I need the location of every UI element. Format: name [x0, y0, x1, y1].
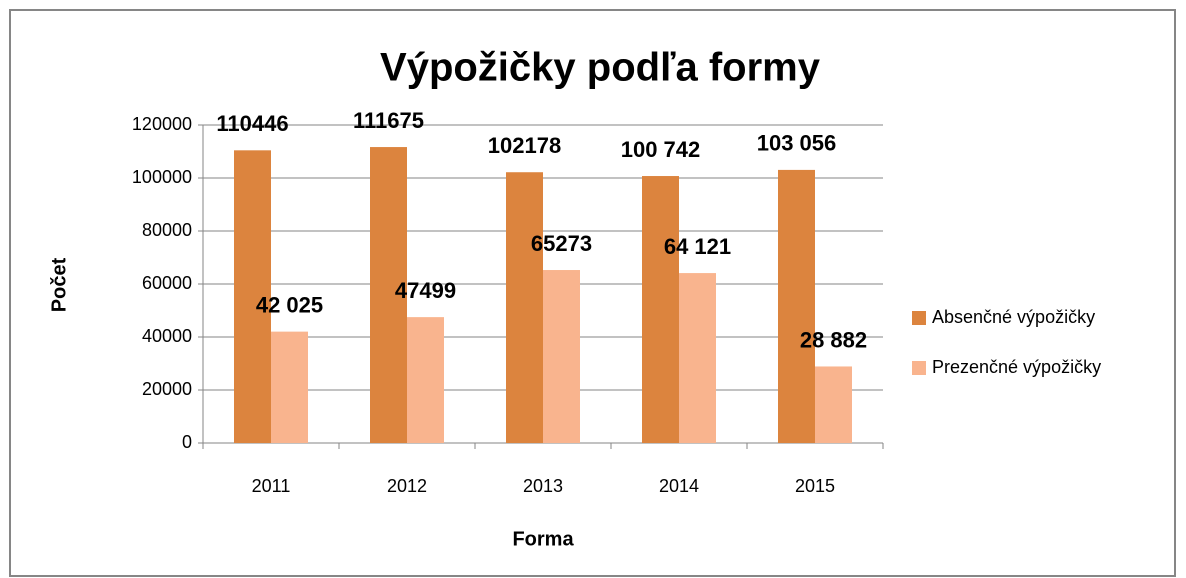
chart-frame [9, 9, 1176, 577]
x-tick-label: 2014 [659, 476, 699, 496]
bar [778, 169, 815, 443]
x-tick-label: 2011 [252, 476, 291, 496]
bar [506, 172, 543, 443]
x-tick-label: 2013 [523, 476, 563, 496]
legend-label: Absenčné výpožičky [932, 307, 1095, 327]
y-tick-label: 0 [182, 432, 192, 452]
data-label: 110446 [216, 111, 288, 136]
data-label: 65273 [531, 231, 592, 256]
data-label: 100 742 [621, 137, 701, 162]
data-label: 103 056 [757, 131, 837, 156]
y-tick-label: 100000 [132, 167, 192, 187]
y-tick-label: 80000 [142, 220, 192, 240]
bar [642, 176, 679, 444]
bar [543, 270, 580, 443]
data-label: 102178 [488, 133, 561, 158]
data-label: 42 025 [256, 292, 323, 317]
x-tick-label: 2015 [795, 476, 835, 496]
data-label: 111675 [353, 108, 424, 133]
bar [679, 273, 716, 443]
x-tick-label: 2012 [387, 476, 427, 496]
data-label: 64 121 [664, 234, 731, 259]
legend-label: Prezenčné výpožičky [932, 357, 1101, 377]
legend-swatch [912, 311, 926, 325]
y-axis-label: Počet [48, 257, 70, 312]
bar [271, 331, 308, 443]
y-tick-label: 40000 [142, 326, 192, 346]
bar [815, 366, 852, 443]
legend-swatch [912, 361, 926, 375]
y-tick-label: 120000 [132, 114, 192, 134]
bar [407, 317, 444, 443]
data-label: 47499 [395, 278, 456, 303]
x-axis-label: Forma [512, 528, 574, 550]
bar [370, 147, 407, 443]
chart-title: Výpožičky podľa formy [380, 46, 821, 90]
y-tick-label: 20000 [142, 379, 192, 399]
data-label: 28 882 [800, 327, 867, 352]
y-tick-label: 60000 [142, 273, 192, 293]
bar [234, 150, 271, 443]
